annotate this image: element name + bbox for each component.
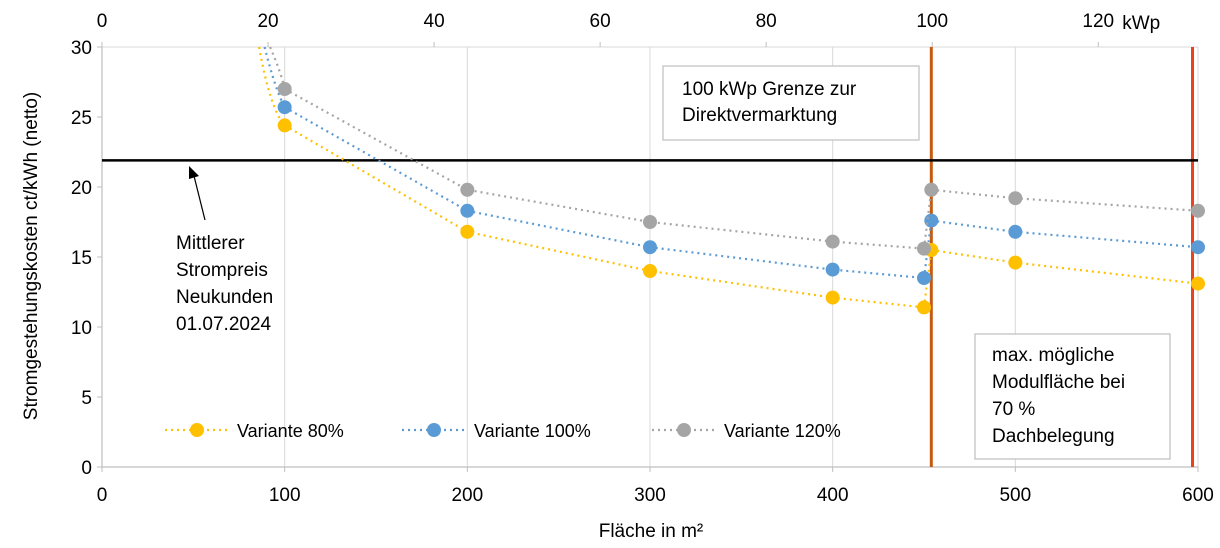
legend-label: Variante 80% [237,421,344,441]
data-point [1191,276,1205,291]
series-2 [263,46,1205,285]
top-tick-label: 40 [424,11,445,32]
annotations: 100 kWp Grenze zur Direktvermarktung Mittl… [176,65,1171,460]
strompreis-text: Mittlerer [176,233,245,254]
modulflaeche-text: Dachbelegung [992,426,1115,447]
data-point [924,213,939,228]
modulflaeche-text: max. mögliche [992,345,1115,366]
strompreis-text: Strompreis [176,260,268,281]
x-tick-label: 0 [97,485,108,506]
top-tick-label: 0 [97,11,108,32]
series-line [931,248,1199,285]
series-line-jump [922,249,933,308]
data-point [643,264,657,278]
strompreis-arrow-head [189,166,199,179]
top-tick-label: 100 [916,11,948,32]
series-line-jump [922,220,933,279]
data-point [917,271,931,285]
modulflaeche-text: Modulfläche bei [992,372,1125,393]
data-point [1008,191,1023,206]
legend-item: Variante 80% [165,421,344,441]
legend-swatch-marker [677,423,691,437]
x-tick-label: 300 [634,485,666,506]
legend: Variante 80% Variante 100% Variante 120% [165,421,841,441]
y-tick-label: 20 [71,178,92,199]
y-tick-label: 25 [71,108,92,129]
direktvermarktung-text: 100 kWp Grenze zur [682,79,857,100]
top-tick-label: 120 [1082,11,1114,32]
modulflaeche-box [974,333,1171,460]
x-tick-label: 200 [451,485,483,506]
series-line [931,188,1199,212]
data-point [643,215,657,229]
legend-swatch-marker [427,423,441,437]
top-tick-label: 20 [257,11,278,32]
legend-item: Variante 120% [652,421,841,441]
direktvermarktung-box [662,65,920,141]
data-point [1008,224,1023,239]
y-tick-label: 0 [81,458,92,479]
top-tick-label: 80 [756,11,777,32]
data-point [460,203,475,218]
data-point [917,300,931,315]
series-line [284,124,925,309]
y-tick-label: 5 [81,388,92,409]
data-point [924,182,939,197]
strompreis-text: 01.07.2024 [176,314,272,335]
data-point [643,240,657,255]
strompreis-text: Neukunden [176,287,273,308]
legend-label: Variante 120% [724,421,841,441]
x-axis-title: Fläche in m² [599,521,704,542]
data-point [825,290,840,305]
y-axis-title: Stromgestehungskosten ct/kWh (netto) [21,92,42,420]
modulflaeche-text: 70 % [992,399,1035,420]
legend-swatch-marker [190,423,204,437]
data-point [825,234,840,249]
y-tick-label: 15 [71,248,92,269]
data-point [825,262,840,277]
data-point [277,100,292,115]
data-point [1008,255,1023,270]
x-tick-label: 400 [817,485,849,506]
y-tick-label: 30 [71,38,92,59]
series-line-jump [922,189,933,249]
x-tick-label: 600 [1182,485,1214,506]
legend-item: Variante 100% [402,421,591,441]
legend-label: Variante 100% [474,421,591,441]
direktvermarktung-text: Direktvermarktung [682,105,837,126]
data-point [460,224,475,239]
series-line-start [263,46,286,108]
data-point [1191,203,1205,218]
series-line-start [269,46,286,90]
strompreis-arrow-line [193,175,206,221]
series-3 [269,46,1205,256]
data-point [277,118,292,133]
top-axis-unit: kWp [1122,13,1160,34]
data-point [1191,240,1205,255]
x-tick-label: 500 [999,485,1031,506]
series [258,46,1205,315]
series-line [284,88,925,250]
data-point [277,82,292,96]
series-line [931,219,1199,249]
top-tick-label: 60 [590,11,611,32]
x-tick-label: 100 [269,485,301,506]
data-point [460,182,475,197]
data-point [917,241,931,256]
y-tick-label: 10 [71,318,92,339]
